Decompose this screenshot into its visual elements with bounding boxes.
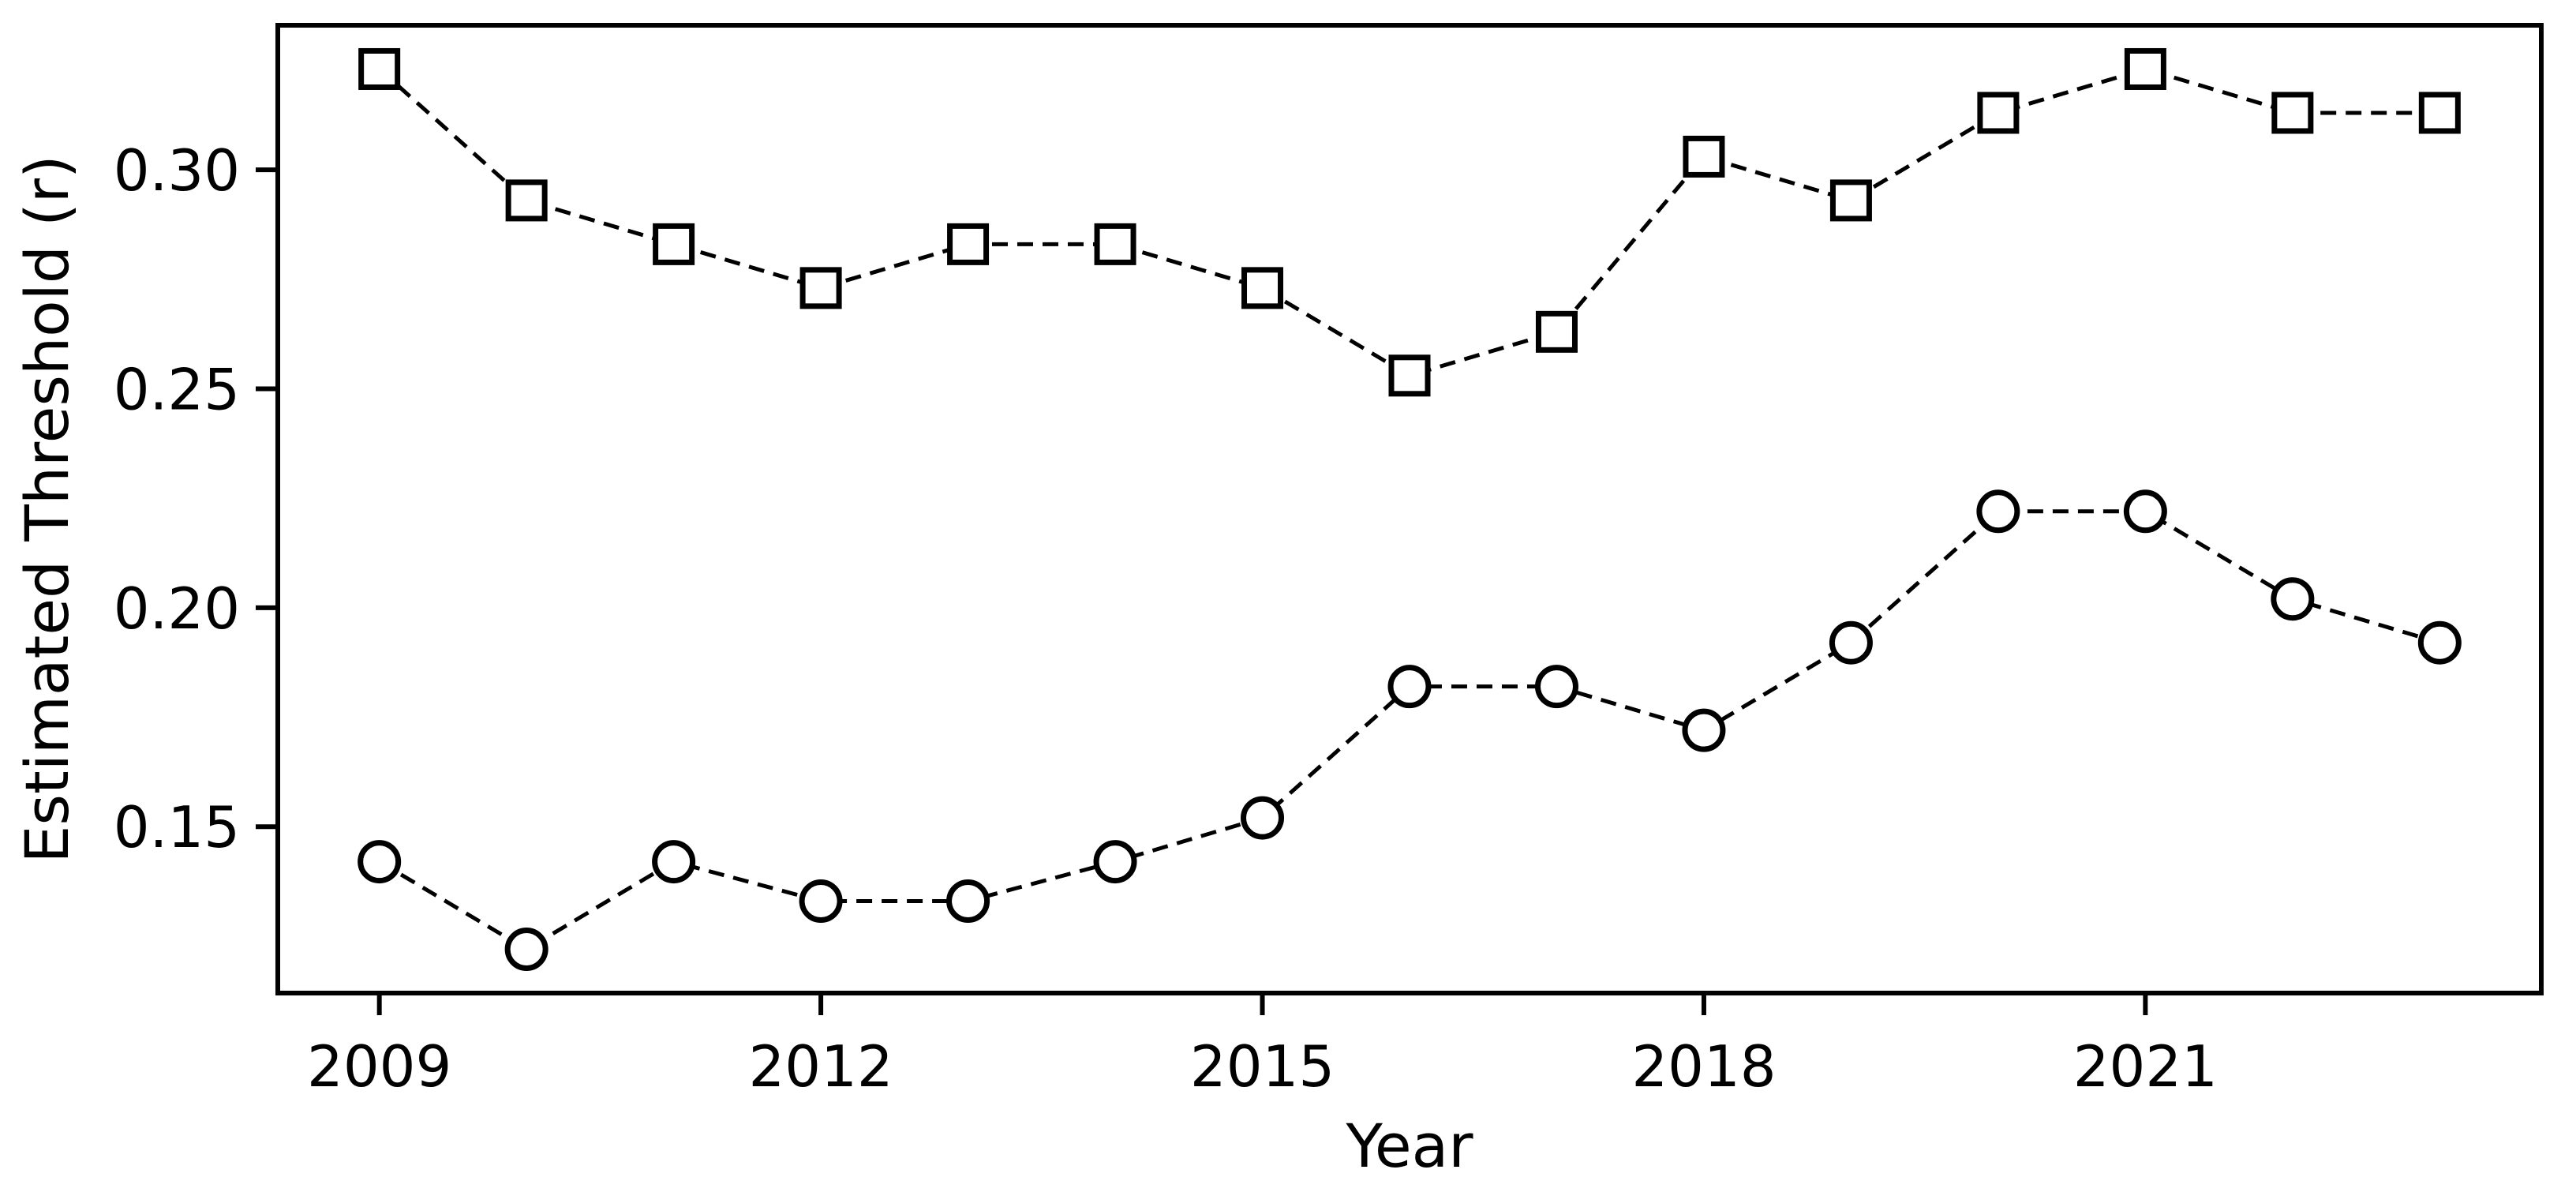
data-point-square: [1388, 354, 1431, 397]
data-point-square: [1977, 92, 2020, 134]
data-point-square: [2124, 47, 2166, 90]
data-point-square: [1094, 223, 1136, 265]
data-point-circle: [1241, 796, 1285, 840]
y-tick-label: 0.15: [114, 794, 240, 860]
plot-area: 0.15 0.20 0.25 0.30 2009 2012 2015 2018 2021: [114, 23, 2544, 1100]
data-point-square: [1241, 267, 1284, 309]
data-point-circle: [2417, 620, 2462, 665]
data-point-circle: [358, 840, 402, 884]
data-point-circle: [2271, 577, 2315, 621]
data-point-circle: [1976, 489, 2020, 534]
data-point-square: [653, 223, 695, 265]
data-point-circle: [1534, 665, 1578, 709]
upper-series-line: [378, 66, 2440, 378]
y-axis-label: Estimated Threshold (r): [12, 155, 82, 863]
data-point-circle: [1829, 620, 1873, 665]
data-point-circle: [652, 840, 696, 884]
data-point-square: [1829, 179, 1872, 222]
data-point-circle: [1093, 840, 1137, 884]
data-point-square: [2418, 92, 2461, 134]
y-tick-label: 0.30: [114, 137, 240, 204]
data-point-square: [799, 267, 842, 309]
data-point-square: [2271, 92, 2314, 134]
data-point-circle: [504, 928, 549, 972]
data-point-circle: [1387, 665, 1432, 709]
x-tick-label: 2012: [748, 1033, 893, 1100]
data-point-square: [358, 47, 401, 90]
data-point-square: [1683, 135, 1725, 178]
x-tick-label: 2018: [1631, 1033, 1776, 1100]
data-point-square: [1535, 310, 1578, 353]
axes-frame: [275, 23, 2544, 995]
x-tick-label: 2021: [2073, 1033, 2218, 1100]
data-point-square: [505, 179, 548, 222]
x-axis-label: Year: [1346, 1111, 1474, 1181]
data-point-circle: [1682, 708, 1726, 752]
x-tick-label: 2009: [307, 1033, 451, 1100]
data-point-circle: [799, 879, 843, 924]
data-point-circle: [946, 879, 990, 924]
data-point-square: [947, 223, 990, 265]
lower-series-line: [378, 509, 2441, 952]
y-tick-label: 0.25: [114, 356, 240, 422]
data-point-circle: [2123, 489, 2167, 534]
y-tick-label: 0.20: [114, 575, 240, 642]
x-tick-label: 2015: [1190, 1033, 1335, 1100]
